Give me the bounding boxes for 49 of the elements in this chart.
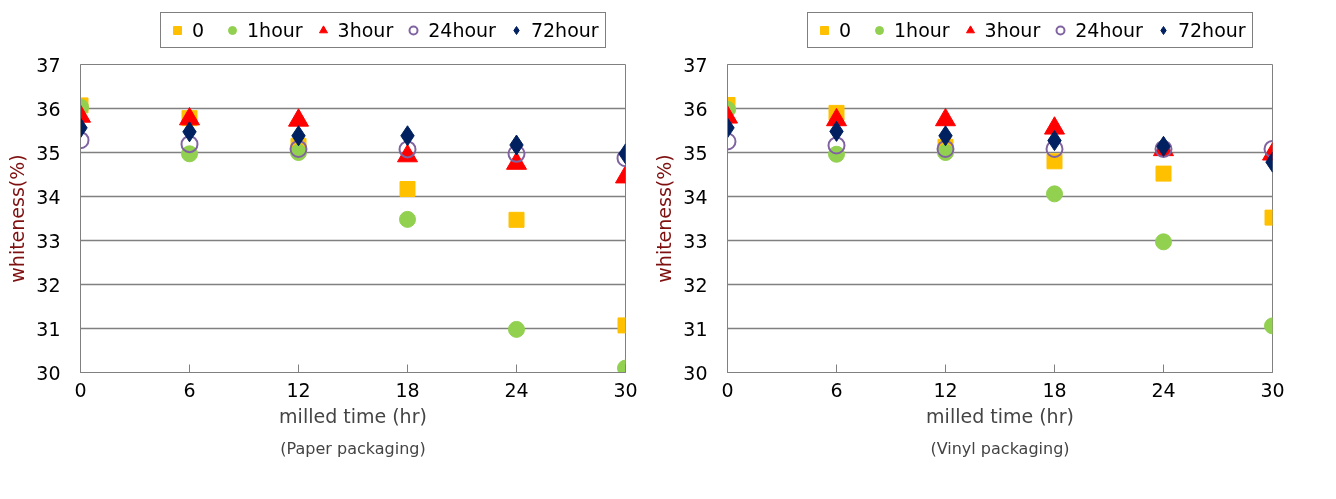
legend-label: 3hour bbox=[984, 19, 1041, 41]
y-tick-label: 35 bbox=[683, 141, 708, 164]
y-tick-label: 32 bbox=[683, 273, 708, 296]
y-tick-label: 34 bbox=[36, 185, 61, 208]
legend-label: 24hour bbox=[428, 19, 496, 41]
y-tick-label: 31 bbox=[36, 317, 61, 340]
text: (Paper packaging) bbox=[280, 438, 426, 458]
y-tick-label: 33 bbox=[36, 229, 61, 252]
x-tick-label: 0 bbox=[74, 378, 87, 401]
x-tick-label: 6 bbox=[830, 378, 843, 401]
y-tick-label: 32 bbox=[36, 273, 61, 296]
y-tick-label: 30 bbox=[36, 361, 61, 384]
point bbox=[399, 181, 416, 198]
y-tick-label: 35 bbox=[36, 141, 61, 164]
point bbox=[1045, 140, 1064, 158]
x-axis-title: milled time (hr) bbox=[279, 404, 427, 427]
point bbox=[289, 140, 308, 158]
y-tick-label: 33 bbox=[683, 229, 708, 252]
x-tick-label: 12 bbox=[933, 378, 958, 401]
point bbox=[399, 210, 416, 228]
x-tick-label: 30 bbox=[1260, 378, 1285, 401]
y-tick-label: 37 bbox=[683, 53, 708, 76]
y-tick-label: 36 bbox=[36, 97, 61, 120]
x-tick-label: 18 bbox=[1042, 378, 1067, 401]
y-axis-title: whiteness(%) bbox=[653, 154, 676, 283]
legend-label: 1hour bbox=[894, 19, 950, 41]
y-tick-label: 30 bbox=[683, 361, 708, 384]
y-tick-label: 31 bbox=[683, 317, 708, 340]
x-axis-title: milled time (hr) bbox=[926, 404, 1074, 427]
point bbox=[1046, 185, 1063, 203]
x-tick-label: 18 bbox=[395, 378, 420, 401]
legend-label: 72hour bbox=[1177, 19, 1246, 41]
legend-label: 3hour bbox=[337, 19, 394, 41]
x-tick-label: 6 bbox=[183, 378, 196, 401]
y-tick-label: 37 bbox=[36, 53, 61, 76]
x-tick-label: 0 bbox=[721, 378, 734, 401]
legend-label: 72hour bbox=[530, 19, 599, 41]
x-tick-label: 24 bbox=[1151, 378, 1176, 401]
x-tick-label: 24 bbox=[504, 378, 529, 401]
legend-label: 1hour bbox=[247, 19, 303, 41]
x-tick-label: 12 bbox=[286, 378, 311, 401]
x-tick-label: 30 bbox=[613, 378, 638, 401]
text: (Vinyl packaging) bbox=[930, 438, 1070, 458]
legend-label: 0 bbox=[192, 19, 206, 41]
legend-label: 0 bbox=[839, 19, 853, 41]
y-tick-label: 34 bbox=[683, 185, 708, 208]
y-tick-label: 36 bbox=[683, 97, 708, 120]
y-axis-title: whiteness(%) bbox=[6, 154, 29, 283]
legend-label: 24hour bbox=[1075, 19, 1143, 41]
